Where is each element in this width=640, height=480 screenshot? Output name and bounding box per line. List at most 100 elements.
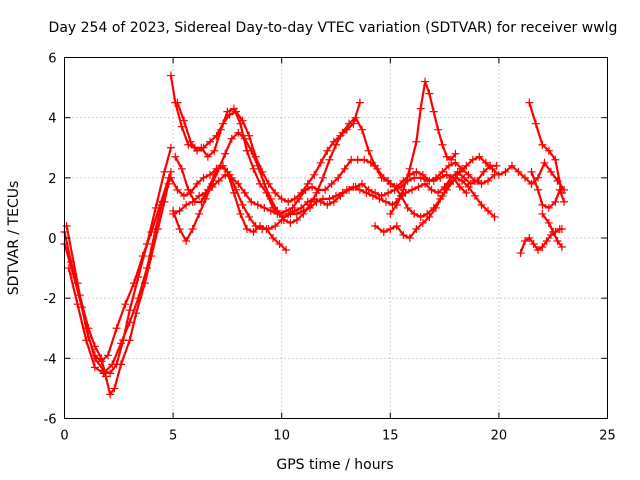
data-point: [520, 237, 529, 246]
data-point: [173, 185, 182, 194]
data-point: [219, 119, 228, 128]
data-point: [351, 182, 360, 191]
data-point: [399, 230, 408, 239]
data-point: [340, 164, 349, 173]
data-point: [106, 390, 115, 399]
data-point: [134, 294, 143, 303]
data-point: [266, 194, 275, 203]
data-point: [342, 125, 351, 134]
data-point: [551, 197, 560, 206]
data-point: [434, 125, 443, 134]
data-point: [416, 173, 425, 182]
data-point: [468, 155, 477, 164]
data-point: [386, 209, 395, 218]
data-point: [327, 179, 336, 188]
data-point: [410, 209, 419, 218]
data-point: [475, 152, 484, 161]
data-point: [436, 173, 445, 182]
data-point: [547, 167, 556, 176]
data-point: [97, 357, 106, 366]
data-point: [455, 182, 464, 191]
data-point: [542, 237, 551, 246]
data-point: [447, 155, 456, 164]
data-point: [253, 200, 262, 209]
data-point: [169, 206, 178, 215]
data-point: [527, 179, 536, 188]
x-tick-label: 5: [169, 429, 177, 444]
data-point: [533, 173, 542, 182]
data-point: [427, 185, 436, 194]
data-point: [349, 119, 358, 128]
data-point: [457, 176, 466, 185]
series-track-3: [62, 143, 175, 378]
data-point: [121, 300, 130, 309]
data-point: [557, 224, 566, 233]
y-tick-label: 6: [48, 52, 56, 67]
data-point: [442, 152, 451, 161]
series-trace: [174, 155, 288, 252]
data-point: [316, 158, 325, 167]
data-point: [527, 167, 536, 176]
x-tick-label: 15: [382, 429, 399, 444]
data-point: [384, 188, 393, 197]
x-tick-label: 20: [491, 429, 508, 444]
data-point: [143, 264, 152, 273]
chart-title: Day 254 of 2023, Sidereal Day-to-day VTE…: [49, 20, 618, 36]
x-tick-label: 10: [273, 429, 290, 444]
y-tick-label: 4: [48, 112, 56, 127]
data-point: [255, 221, 264, 230]
series-track-10: [173, 98, 364, 206]
data-point: [286, 218, 295, 227]
data-point: [392, 200, 401, 209]
data-point: [223, 167, 232, 176]
data-point: [318, 173, 327, 182]
x-tick-label: 0: [60, 429, 68, 444]
data-point: [305, 200, 314, 209]
data-point: [62, 221, 71, 230]
data-point: [164, 179, 173, 188]
series-trace: [528, 101, 563, 194]
data-point: [232, 107, 241, 116]
data-point: [112, 324, 121, 333]
data-point: [544, 203, 553, 212]
data-point: [479, 167, 488, 176]
series-track-4: [64, 179, 173, 378]
data-point: [429, 176, 438, 185]
data-point: [177, 122, 186, 131]
data-point: [249, 227, 258, 236]
data-point: [323, 200, 332, 209]
data-point: [325, 194, 334, 203]
data-point: [199, 143, 208, 152]
data-point: [377, 173, 386, 182]
data-point: [197, 197, 206, 206]
data-point: [386, 224, 395, 233]
data-point: [438, 191, 447, 200]
data-point: [484, 206, 493, 215]
data-point: [323, 146, 332, 155]
data-point: [199, 173, 208, 182]
data-point: [192, 179, 201, 188]
data-point: [531, 119, 540, 128]
data-point: [514, 167, 523, 176]
data-point: [310, 170, 319, 179]
data-point: [277, 194, 286, 203]
data-point: [501, 167, 510, 176]
data-point: [64, 264, 73, 273]
data-point: [182, 237, 191, 246]
data-point: [312, 197, 321, 206]
data-point: [175, 224, 184, 233]
data-point: [275, 240, 284, 249]
data-point: [234, 128, 243, 137]
data-point: [125, 318, 134, 327]
data-point: [195, 191, 204, 200]
data-point: [321, 185, 330, 194]
data-point: [473, 176, 482, 185]
data-point: [151, 224, 160, 233]
data-point: [186, 137, 195, 146]
data-point: [271, 221, 280, 230]
data-point: [360, 155, 369, 164]
data-point: [477, 200, 486, 209]
data-point: [438, 140, 447, 149]
data-point: [166, 173, 175, 182]
series-trace: [389, 80, 457, 215]
